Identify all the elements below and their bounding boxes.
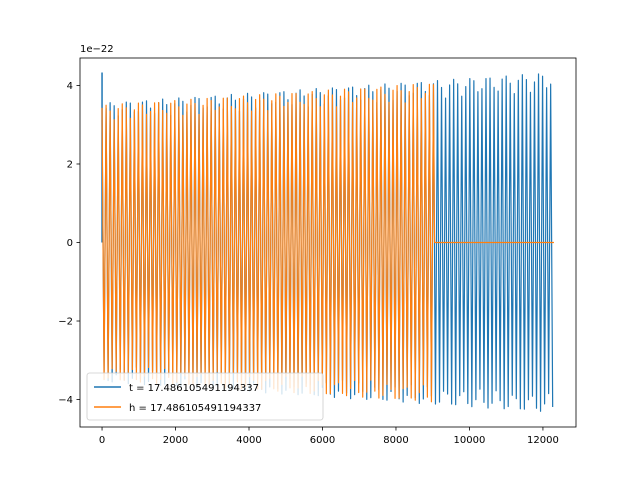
legend-entry-1: t = 17.486105491194337 bbox=[129, 383, 259, 394]
x-tick-label: 10000 bbox=[454, 435, 486, 446]
y-tick-label: 2 bbox=[67, 159, 73, 170]
legend-box bbox=[86, 372, 324, 421]
y-tick-label: 0 bbox=[67, 238, 73, 249]
x-axis: 0 2000 4000 6000 8000 10000 12000 bbox=[99, 427, 559, 446]
x-tick-label: 12000 bbox=[527, 435, 559, 446]
x-tick-label: 4000 bbox=[236, 435, 261, 446]
y-tick-label: −4 bbox=[58, 395, 73, 406]
y-axis-offset-label: 1e−22 bbox=[80, 44, 114, 55]
x-tick-label: 0 bbox=[99, 435, 105, 446]
y-tick-label: 4 bbox=[67, 81, 73, 92]
y-tick-label: −2 bbox=[58, 317, 73, 328]
y-axis: −4 −2 0 2 4 bbox=[58, 81, 80, 406]
legend-entry-2: h = 17.486105491194337 bbox=[129, 403, 261, 414]
x-tick-label: 6000 bbox=[310, 435, 335, 446]
legend: t = 17.486105491194337 h = 17.48610549119… bbox=[86, 372, 324, 421]
x-tick-label: 8000 bbox=[383, 435, 408, 446]
x-tick-label: 2000 bbox=[163, 435, 188, 446]
